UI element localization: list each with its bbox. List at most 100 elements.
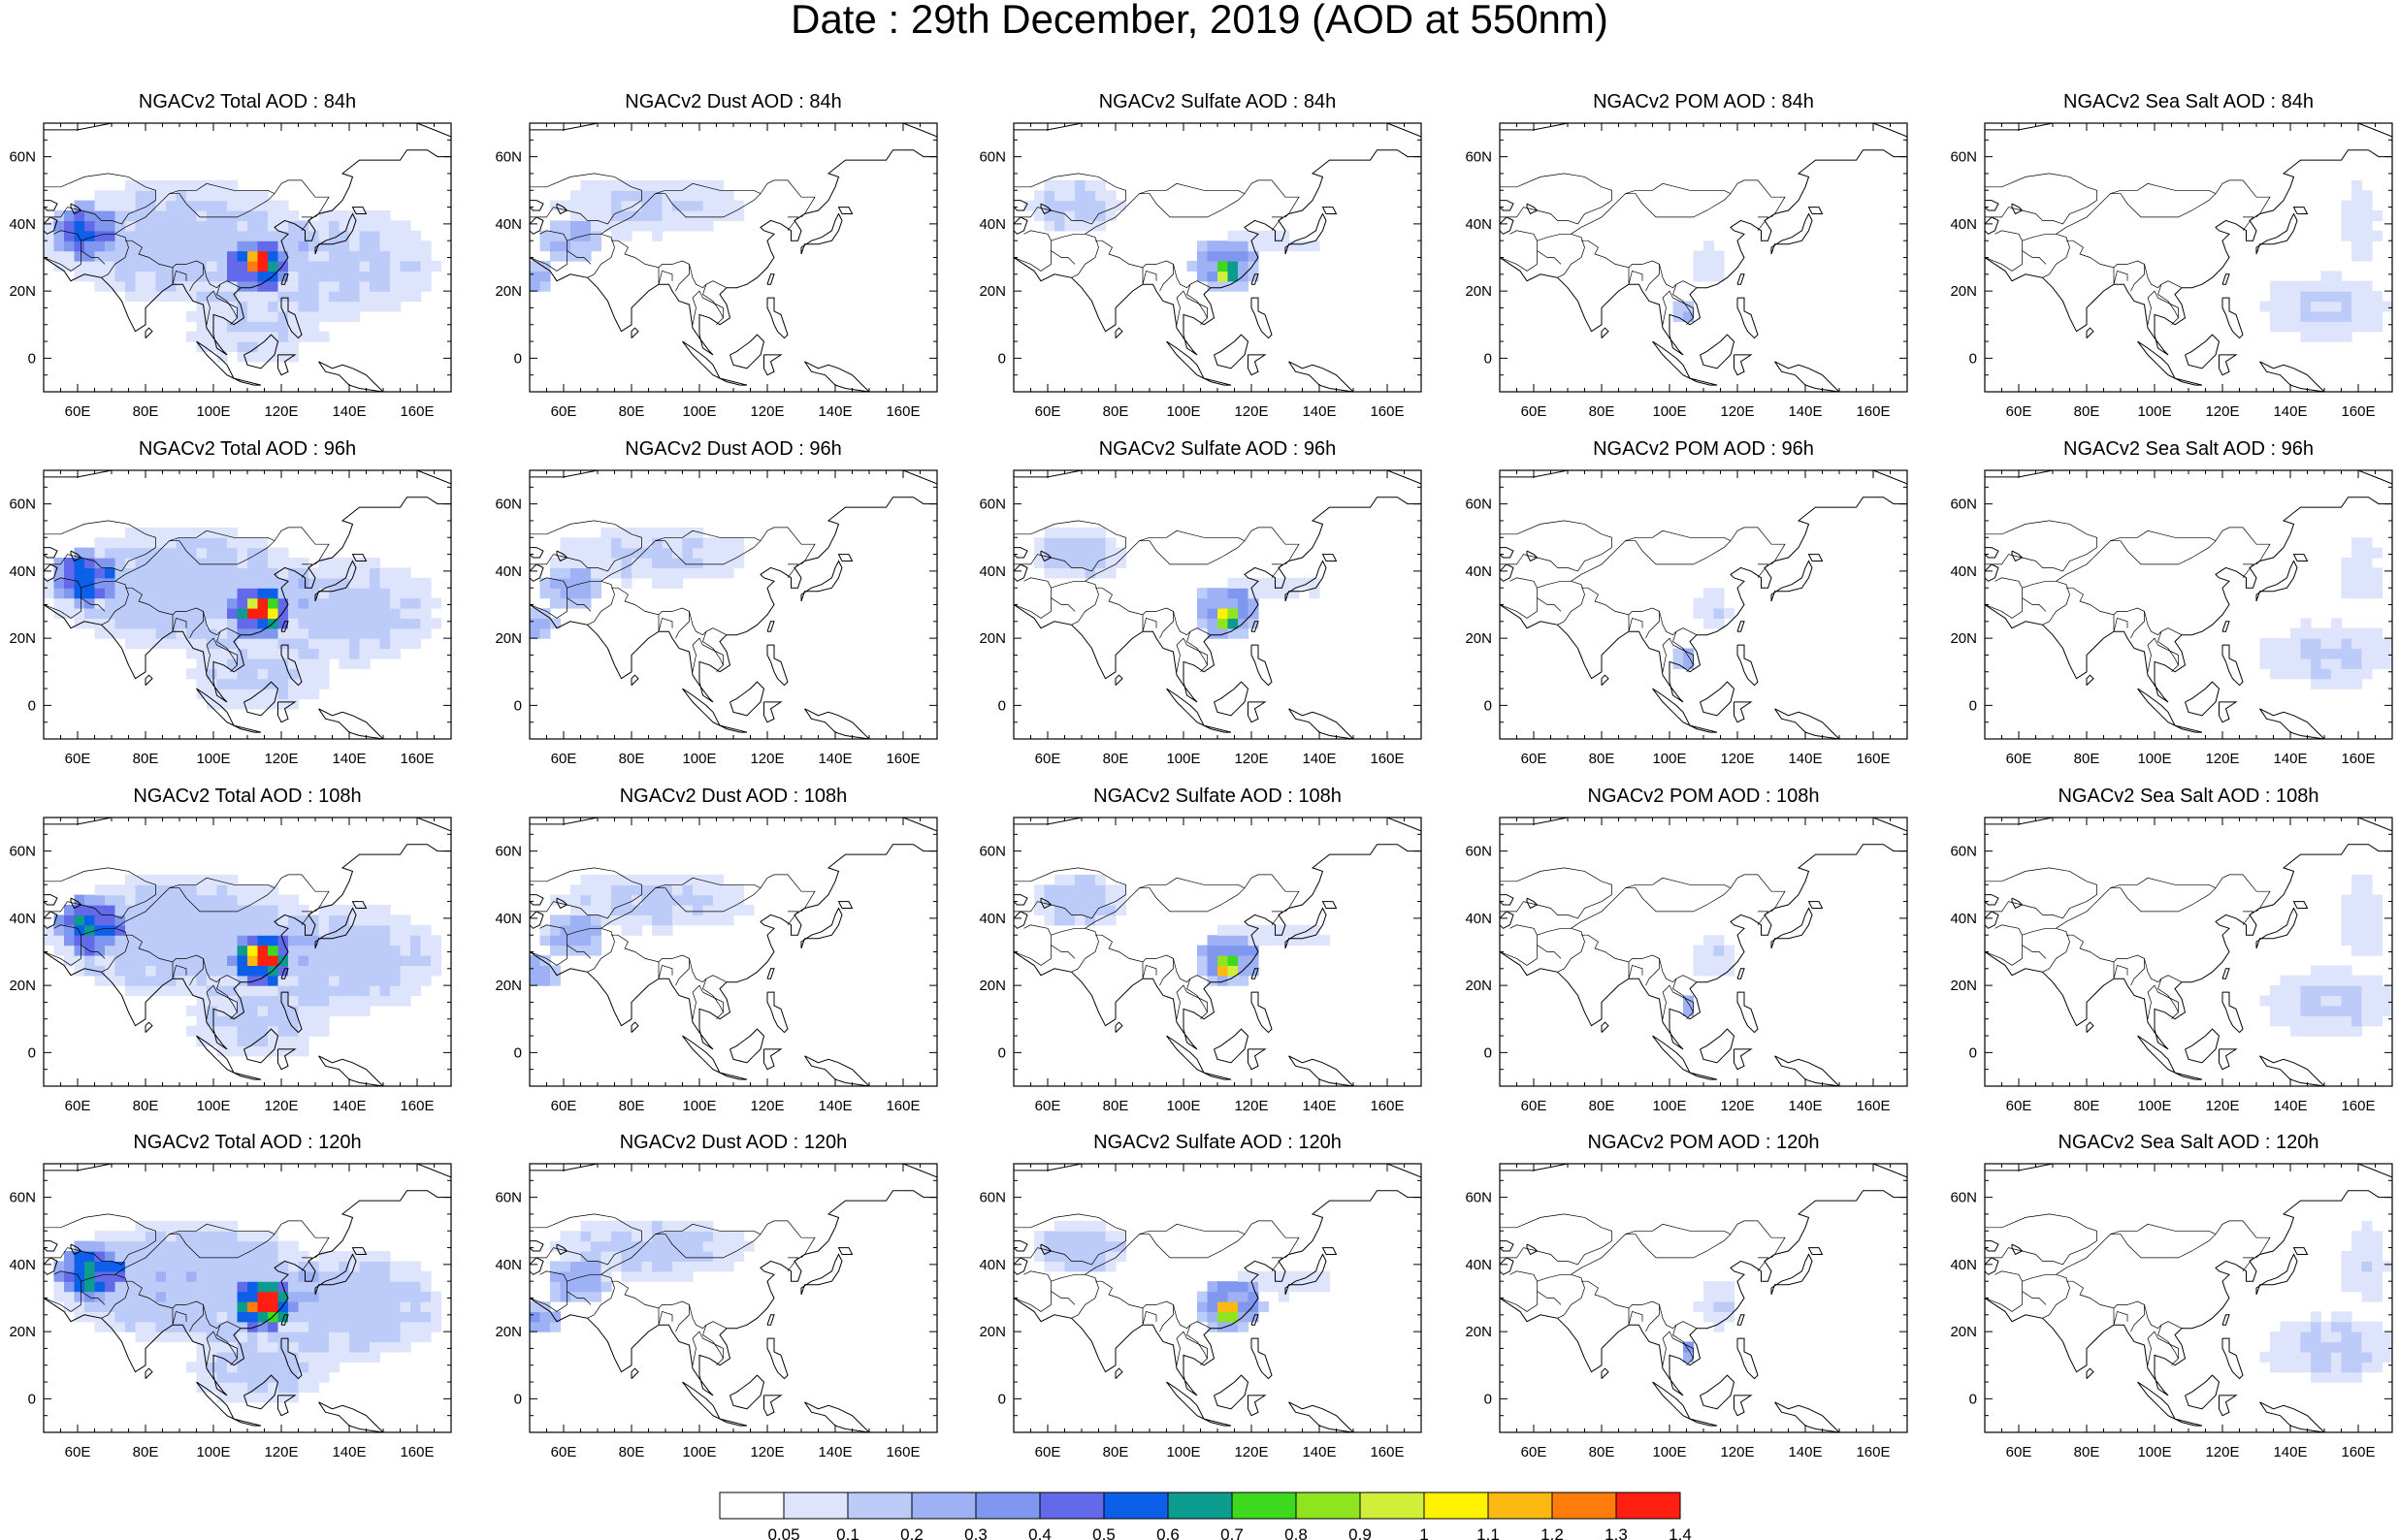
coastline: [1736, 273, 1745, 285]
aod-cell: [370, 1261, 381, 1272]
aod-cell: [400, 1331, 411, 1343]
aod-cell: [2361, 558, 2373, 568]
aod-cell: [257, 261, 269, 272]
coastline: [1872, 818, 1907, 832]
country-border: [675, 611, 690, 639]
aod-cell: [339, 935, 350, 946]
aod-cell: [1095, 894, 1107, 906]
aod-cell: [1693, 955, 1704, 966]
aod-cell: [166, 1321, 178, 1332]
y-tick-label: 40N: [979, 216, 1006, 233]
aod-cell: [1713, 271, 1725, 282]
country-border: [172, 267, 187, 285]
coastline: [2357, 818, 2392, 832]
aod-cell: [155, 955, 167, 966]
aod-cell: [2331, 658, 2343, 669]
aod-cell: [600, 190, 612, 202]
x-tick-label: 140E: [332, 1098, 366, 1114]
aod-field: [1023, 179, 1320, 292]
aod-cell: [268, 1036, 279, 1047]
aod-cell: [257, 1036, 269, 1047]
aod-cell: [155, 975, 167, 986]
country-border: [1014, 520, 1126, 572]
aod-cell: [1044, 527, 1055, 538]
coastline: [280, 644, 303, 687]
coastline: [70, 897, 82, 910]
aod-cell: [682, 884, 694, 896]
aod-cell: [1095, 884, 1107, 896]
aod-cell: [1279, 935, 1290, 946]
aod-cell: [723, 537, 734, 549]
aod-cell: [2320, 321, 2332, 333]
aod-cell: [2361, 588, 2373, 599]
x-tick-label: 60E: [551, 403, 577, 420]
aod-cell: [84, 905, 96, 915]
aod-cell: [1064, 1231, 1076, 1242]
coastline: [1774, 361, 1840, 392]
aod-cell: [1713, 618, 1725, 629]
aod-cell: [672, 220, 684, 232]
aod-cell: [1207, 250, 1218, 262]
aod-cell: [591, 1281, 602, 1293]
aod-cell: [227, 914, 239, 926]
coastline: [1807, 207, 1824, 214]
aod-cell: [288, 250, 300, 262]
aod-cell: [308, 678, 320, 690]
aod-cell: [155, 261, 167, 272]
aod-cell: [390, 618, 402, 629]
aod-cell: [702, 884, 714, 896]
aod-cell: [207, 1251, 218, 1262]
aod-cell: [288, 261, 300, 272]
aod-cell: [2300, 668, 2312, 680]
aod-cell: [277, 608, 289, 619]
x-tick-label: 80E: [133, 1444, 159, 1460]
aod-cell: [114, 241, 126, 252]
aod-cell: [329, 1251, 340, 1262]
aod-cell: [318, 985, 330, 997]
aod-cell: [2331, 321, 2343, 333]
aod-cell: [318, 1351, 330, 1363]
aod-cell: [611, 220, 623, 232]
aod-cell: [237, 945, 248, 956]
aod-cell: [166, 577, 178, 589]
country-border: [1186, 631, 1208, 665]
aod-cell: [662, 924, 673, 936]
aod-cell: [216, 200, 228, 211]
aod-cell: [600, 884, 612, 896]
aod-cell: [410, 250, 422, 262]
aod-cell: [146, 945, 157, 956]
aod-cell: [146, 527, 157, 538]
country-border: [44, 173, 156, 225]
aod-cell: [247, 1261, 259, 1272]
aod-cell: [216, 1392, 228, 1403]
aod-cell: [247, 648, 259, 659]
aod-cell: [420, 924, 432, 936]
coastline: [1166, 688, 1206, 727]
aod-cell: [227, 884, 239, 896]
aod-cell: [155, 1231, 167, 1242]
aod-cell: [641, 190, 653, 202]
aod-cell: [1034, 894, 1046, 906]
x-tick-label: 120E: [750, 751, 784, 767]
aod-cell: [207, 1231, 218, 1242]
aod-cell: [277, 1301, 289, 1312]
aod-cell: [298, 935, 309, 946]
aod-cell: [186, 200, 198, 211]
aod-cell: [379, 905, 391, 915]
aod-cell: [94, 955, 106, 966]
aod-cell: [74, 1301, 85, 1312]
aod-cell: [227, 935, 239, 946]
country-border: [206, 984, 238, 1020]
aod-cell: [227, 945, 239, 956]
aod-cell: [196, 321, 208, 333]
aod-cell: [53, 588, 65, 599]
x-tick-label: 140E: [1788, 751, 1822, 767]
aod-cell: [94, 210, 106, 221]
aod-cell: [580, 220, 592, 232]
aod-cell: [74, 1281, 85, 1293]
aod-cell: [237, 689, 248, 700]
aod-cell: [1064, 547, 1076, 559]
aod-cell: [257, 658, 269, 669]
aod-cell: [349, 597, 361, 609]
aod-cell: [713, 874, 725, 885]
